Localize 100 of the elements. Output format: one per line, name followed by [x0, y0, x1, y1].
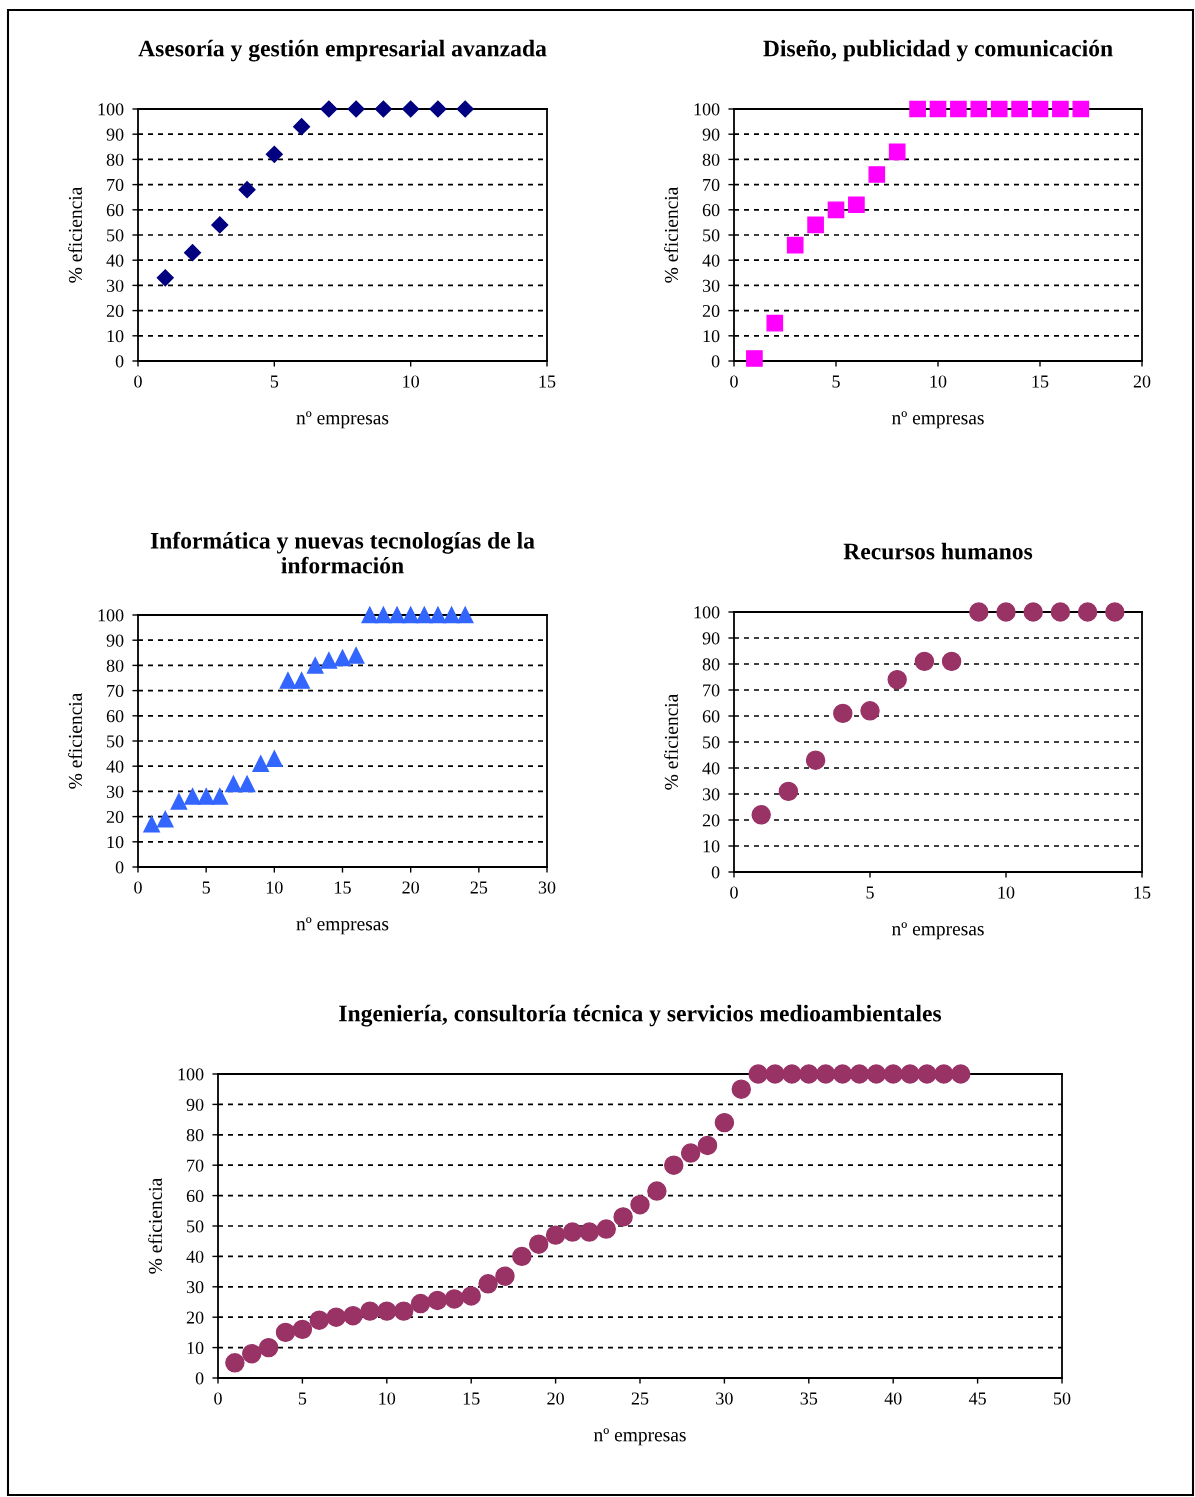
- x-tick-label: 5: [832, 375, 840, 388]
- x-tick-label: 20: [1133, 375, 1151, 388]
- point: [306, 657, 324, 674]
- x-tick-label: 10: [998, 886, 1015, 899]
- point: [309, 1310, 330, 1330]
- point: [377, 1301, 397, 1321]
- point: [211, 788, 229, 805]
- y-tick-label: 10: [187, 1341, 204, 1355]
- point: [334, 649, 351, 667]
- y-tick-label: 60: [106, 204, 124, 217]
- y-tick-label: 30: [106, 279, 124, 292]
- x-tick-label: 20: [402, 881, 420, 894]
- x-tick-label: 25: [470, 881, 488, 894]
- y-tick-label: 10: [107, 836, 124, 849]
- y-tick-label: 40: [186, 1250, 204, 1263]
- y-tick-label: 0: [115, 355, 124, 368]
- point: [156, 269, 174, 287]
- point: [545, 1225, 566, 1245]
- y-tick-label: 100: [694, 103, 720, 116]
- x-tick-label: 5: [270, 375, 279, 388]
- y-tick-label: 80: [106, 153, 124, 166]
- y-tick-label: 70: [107, 684, 124, 698]
- x-tick-label: 20: [547, 1392, 564, 1405]
- point: [320, 100, 338, 118]
- point: [697, 1135, 718, 1156]
- point: [714, 1112, 735, 1133]
- point: [361, 606, 379, 624]
- point: [402, 606, 420, 624]
- y-axis-title: % eficiencia: [664, 693, 679, 790]
- point: [242, 1343, 262, 1364]
- point: [934, 1064, 954, 1084]
- point: [360, 1301, 380, 1321]
- point: [883, 1064, 903, 1084]
- point: [596, 1219, 616, 1239]
- point: [429, 606, 447, 624]
- y-tick-label: 100: [98, 103, 124, 116]
- chart-title: Diseño, publicidad y comunicación: [763, 39, 1113, 62]
- point: [849, 1064, 870, 1084]
- y-tick-label: 40: [702, 254, 720, 267]
- point: [320, 652, 338, 669]
- y-tick-label: 60: [702, 710, 720, 723]
- point: [1031, 100, 1049, 118]
- y-tick-label: 50: [187, 1220, 204, 1233]
- x-tick-label: 0: [134, 375, 142, 388]
- point: [429, 100, 447, 118]
- point: [184, 788, 201, 805]
- y-tick-label: 50: [107, 229, 124, 242]
- point: [375, 606, 392, 624]
- point: [778, 781, 799, 802]
- point: [941, 651, 962, 672]
- point: [252, 755, 270, 773]
- point: [630, 1194, 650, 1215]
- x-tick-label: 5: [298, 1392, 307, 1405]
- point: [1052, 100, 1069, 118]
- point: [444, 1289, 465, 1309]
- y-tick-label: 40: [702, 762, 720, 775]
- point: [275, 1322, 296, 1343]
- y-tick-label: 80: [702, 153, 720, 166]
- point: [799, 1064, 819, 1084]
- point: [292, 1319, 313, 1340]
- point: [805, 750, 826, 770]
- point: [647, 1181, 667, 1201]
- y-tick-label: 30: [106, 785, 124, 798]
- chart-title: Informática y nuevas tecnologías de la información: [150, 531, 535, 574]
- point: [402, 100, 420, 118]
- y-tick-label: 80: [106, 659, 124, 672]
- y-tick-label: 90: [702, 632, 720, 645]
- point: [860, 701, 880, 721]
- point: [562, 1222, 583, 1242]
- point: [225, 1353, 245, 1373]
- y-tick-label: 30: [702, 279, 720, 292]
- point: [238, 181, 256, 199]
- chart-title: Asesoría y gestión empresarial avanzada: [138, 39, 547, 62]
- point: [343, 1305, 363, 1326]
- point: [887, 669, 907, 690]
- point: [866, 1064, 887, 1084]
- x-tick-label: 10: [379, 1392, 396, 1405]
- y-tick-label: 80: [702, 658, 720, 671]
- y-axis-title: % eficiencia: [148, 1177, 163, 1274]
- point: [786, 236, 804, 254]
- point: [579, 1222, 600, 1242]
- point: [211, 216, 229, 234]
- point: [613, 1207, 633, 1227]
- point: [731, 1079, 752, 1099]
- y-tick-label: 50: [703, 229, 720, 242]
- y-tick-label: 20: [186, 1311, 204, 1324]
- y-tick-label: 10: [703, 840, 720, 853]
- y-tick-label: 90: [106, 128, 124, 141]
- x-tick-label: 10: [266, 881, 283, 894]
- y-tick-label: 100: [98, 609, 124, 622]
- point: [848, 196, 865, 214]
- x-tick-label: 35: [800, 1392, 818, 1405]
- point: [410, 1293, 431, 1314]
- point: [950, 1064, 971, 1084]
- point: [815, 1064, 836, 1084]
- point: [807, 216, 824, 234]
- point: [495, 1266, 515, 1286]
- point: [388, 606, 406, 624]
- point: [393, 1301, 414, 1321]
- point: [512, 1246, 532, 1267]
